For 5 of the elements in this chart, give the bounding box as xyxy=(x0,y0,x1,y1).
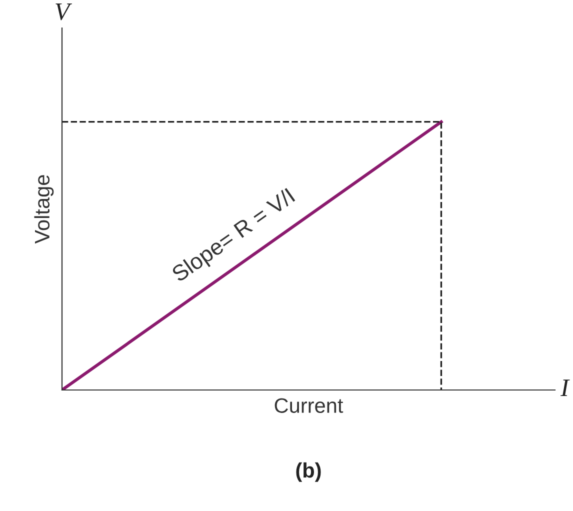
y-axis-title: Voltage xyxy=(34,175,54,244)
x-axis-title: Current xyxy=(274,398,344,413)
text: (b) xyxy=(296,462,321,482)
text: I xyxy=(560,380,570,396)
text: V xyxy=(56,4,72,20)
